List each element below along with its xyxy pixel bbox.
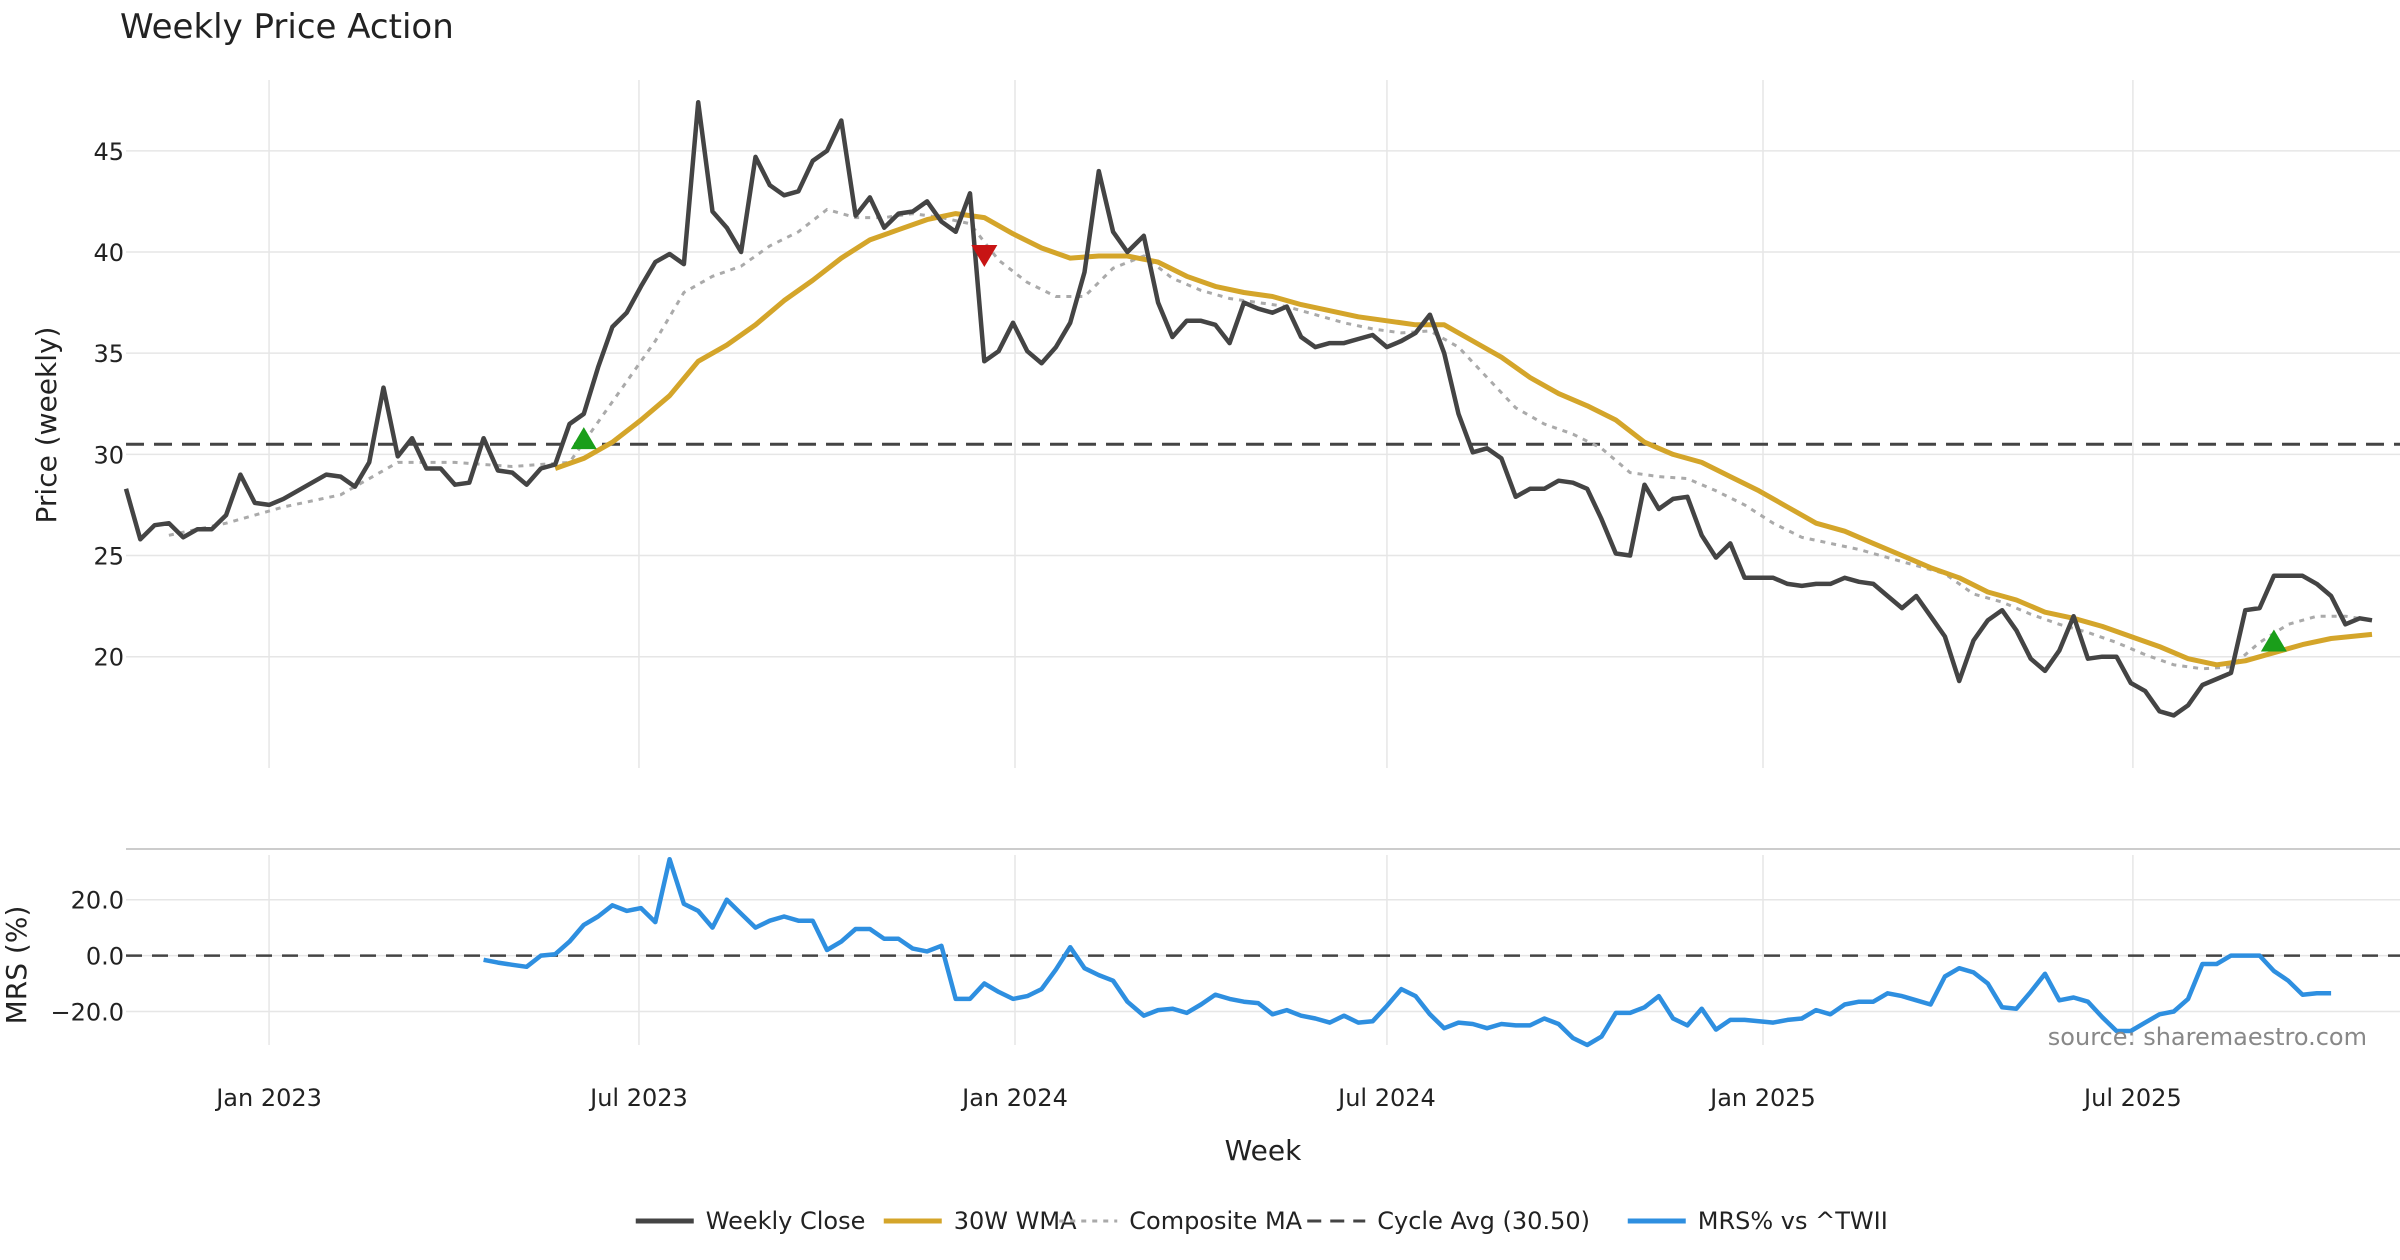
weekly-close-line <box>123 100 2373 718</box>
x-tick-label: Jan 2024 <box>960 1084 1068 1112</box>
x-tick-label: Jan 2023 <box>214 1084 322 1112</box>
legend-item: Composite MA <box>1059 1207 1303 1235</box>
buy-signal-marker <box>570 427 597 450</box>
price-tick-label: 30 <box>93 441 124 469</box>
x-tick-label: Jul 2025 <box>2082 1084 2182 1112</box>
price-tick-label: 25 <box>93 543 124 571</box>
x-axis-label: Week <box>1225 1134 1302 1167</box>
buy-signal-marker <box>2260 629 2287 652</box>
wma-30w-line <box>554 211 2373 668</box>
composite-ma-line <box>168 207 2373 671</box>
legend-label: Weekly Close <box>706 1207 866 1235</box>
source-note: source: sharemaestro.com <box>2048 1023 2367 1051</box>
x-tick-label: Jul 2024 <box>1336 1084 1436 1112</box>
legend-label: Composite MA <box>1129 1207 1302 1235</box>
mrs-axis-label: MRS (%) <box>0 906 33 1025</box>
legend-label: Cycle Avg (30.50) <box>1377 1207 1590 1235</box>
legend-label: 30W WMA <box>954 1207 1077 1235</box>
axis-layer: Jan 2023 Jul 2023 Jan 2024 Jul 2024 Jan 2025… <box>50 138 2181 1112</box>
price-tick-label: 35 <box>93 340 124 368</box>
mrs-tick-label: 20.0 <box>71 887 124 915</box>
mrs-panel <box>126 856 2400 1048</box>
legend: Weekly Close 30W WMA Composite MA Cycle Avg… <box>635 1207 1888 1235</box>
mrs-tick-label: −20.0 <box>50 998 124 1026</box>
price-tick-label: 20 <box>93 644 124 672</box>
mrs-line <box>483 856 2332 1048</box>
price-tick-label: 45 <box>93 138 124 166</box>
x-tick-label: Jan 2025 <box>1708 1084 1816 1112</box>
legend-item: Cycle Avg (30.50) <box>1307 1207 1590 1235</box>
sell-signal-marker <box>971 245 998 268</box>
price-tick-label: 40 <box>93 239 124 267</box>
x-tick-label: Jul 2023 <box>588 1084 688 1112</box>
legend-item: Weekly Close <box>635 1207 866 1235</box>
legend-label: MRS% vs ^TWII <box>1698 1207 1888 1235</box>
grid-layer <box>126 80 2400 1045</box>
legend-item: 30W WMA <box>883 1207 1077 1235</box>
chart-title: Weekly Price Action <box>120 7 454 47</box>
mrs-tick-label: 0.0 <box>86 943 124 971</box>
price-panel <box>123 100 2400 718</box>
price-axis-label: Price (weekly) <box>30 327 63 524</box>
legend-item: MRS% vs ^TWII <box>1627 1207 1888 1235</box>
